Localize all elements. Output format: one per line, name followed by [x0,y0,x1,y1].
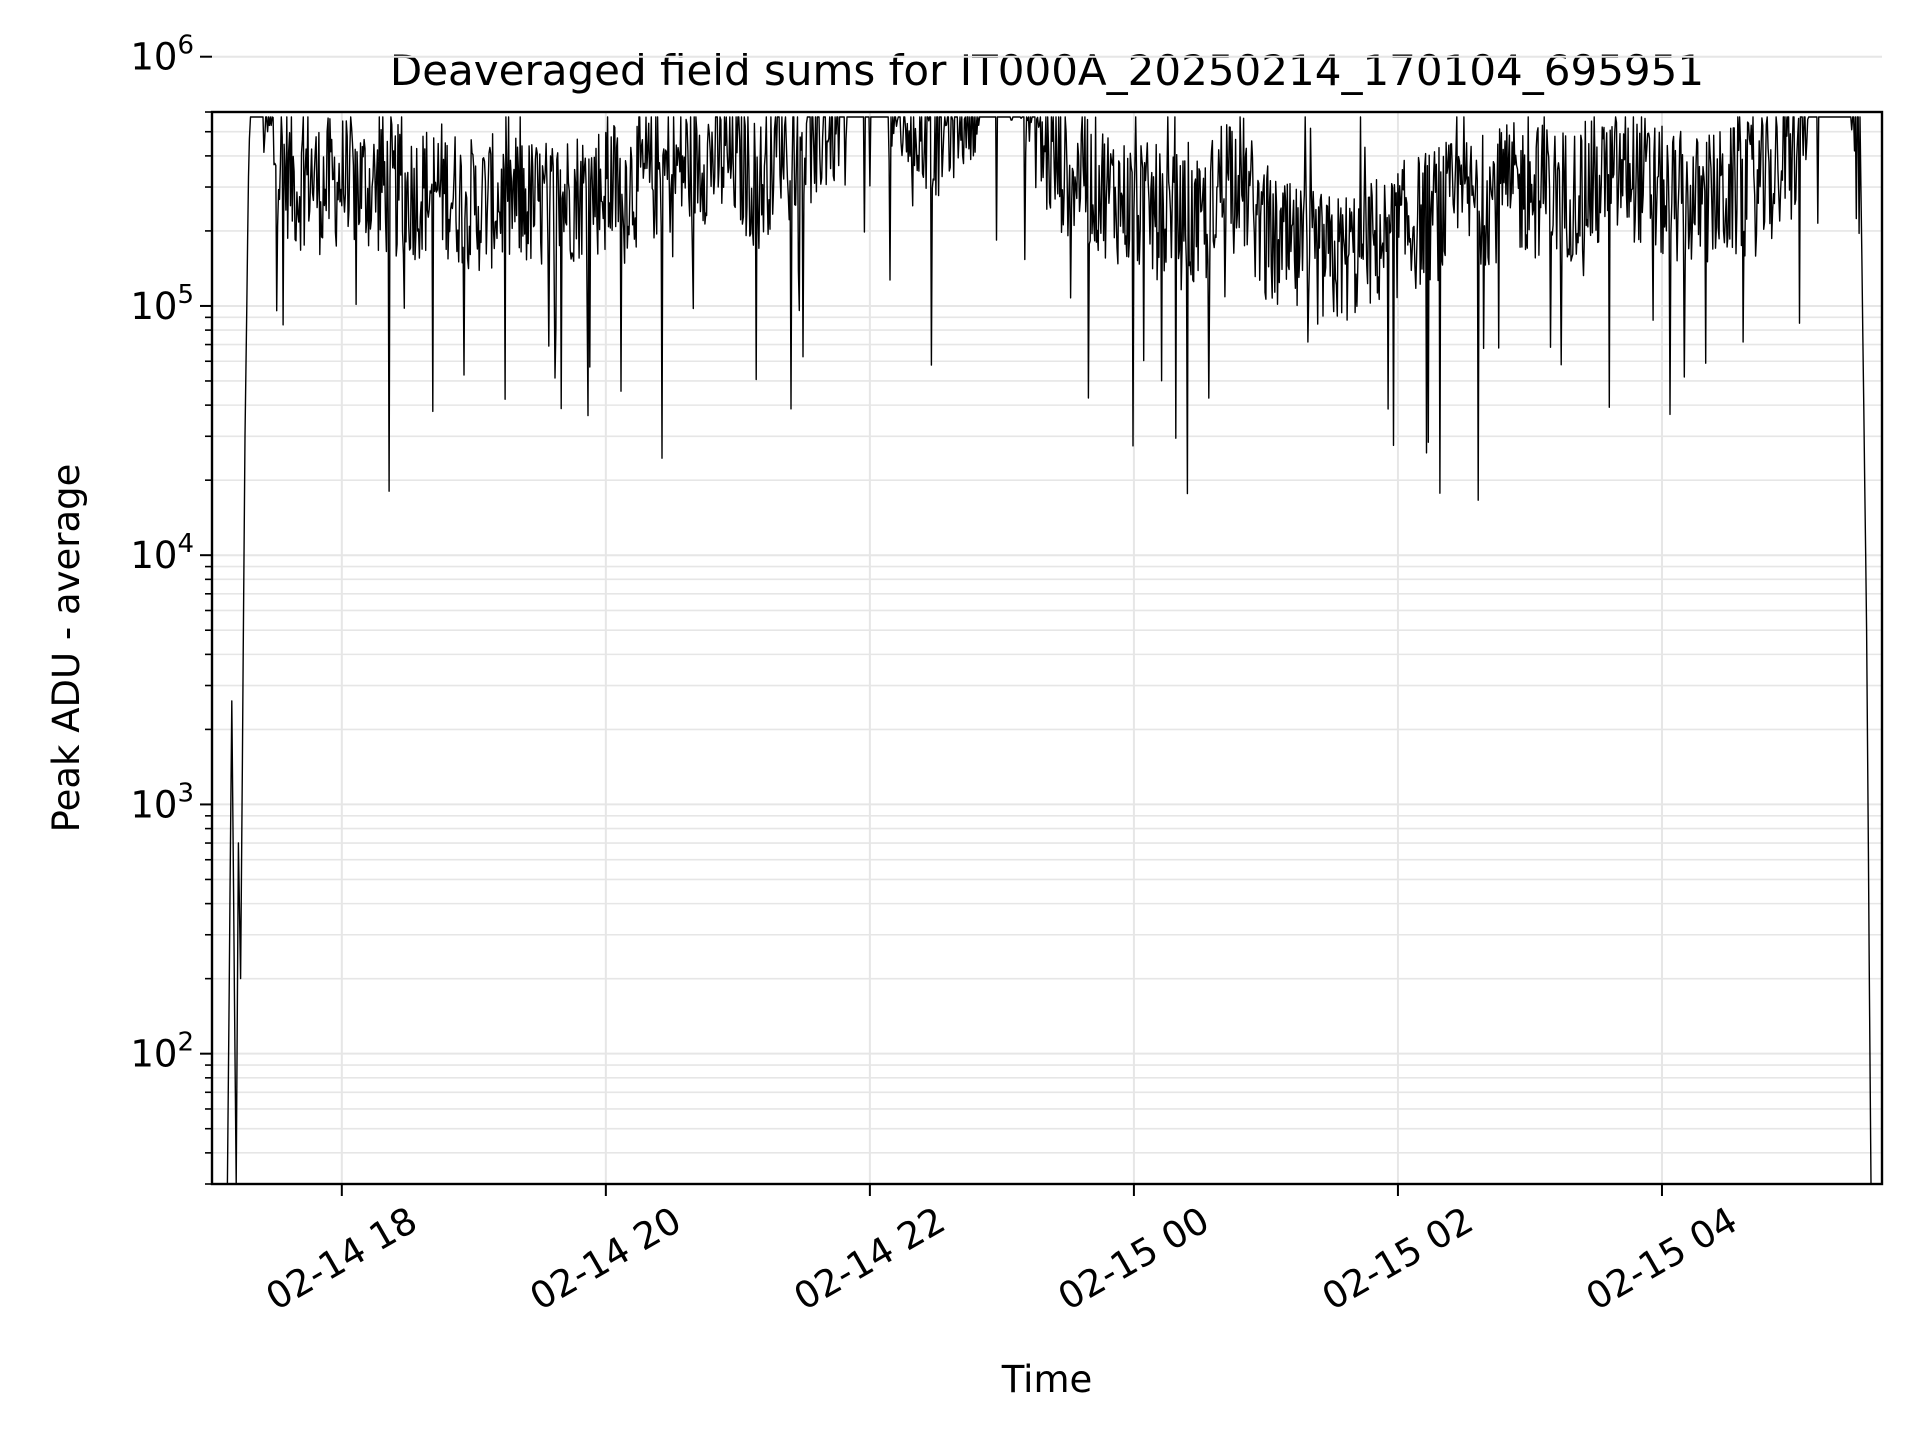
y-tick-label: 105 [130,280,194,328]
series-group [226,116,1872,1185]
y-tick-label: 102 [130,1028,194,1076]
chart-title: Deaveraged field sums for IT000A_2025021… [390,46,1704,95]
y-tick-label: 104 [130,529,194,577]
y-tick-label: 103 [130,778,194,826]
y-tick-label: 106 [130,31,194,79]
series-line [226,116,1872,1185]
y-axis-label: Peak ADU - average [45,464,88,833]
x-axis-label: Time [1001,1358,1093,1401]
plot-frame [210,110,1884,1186]
